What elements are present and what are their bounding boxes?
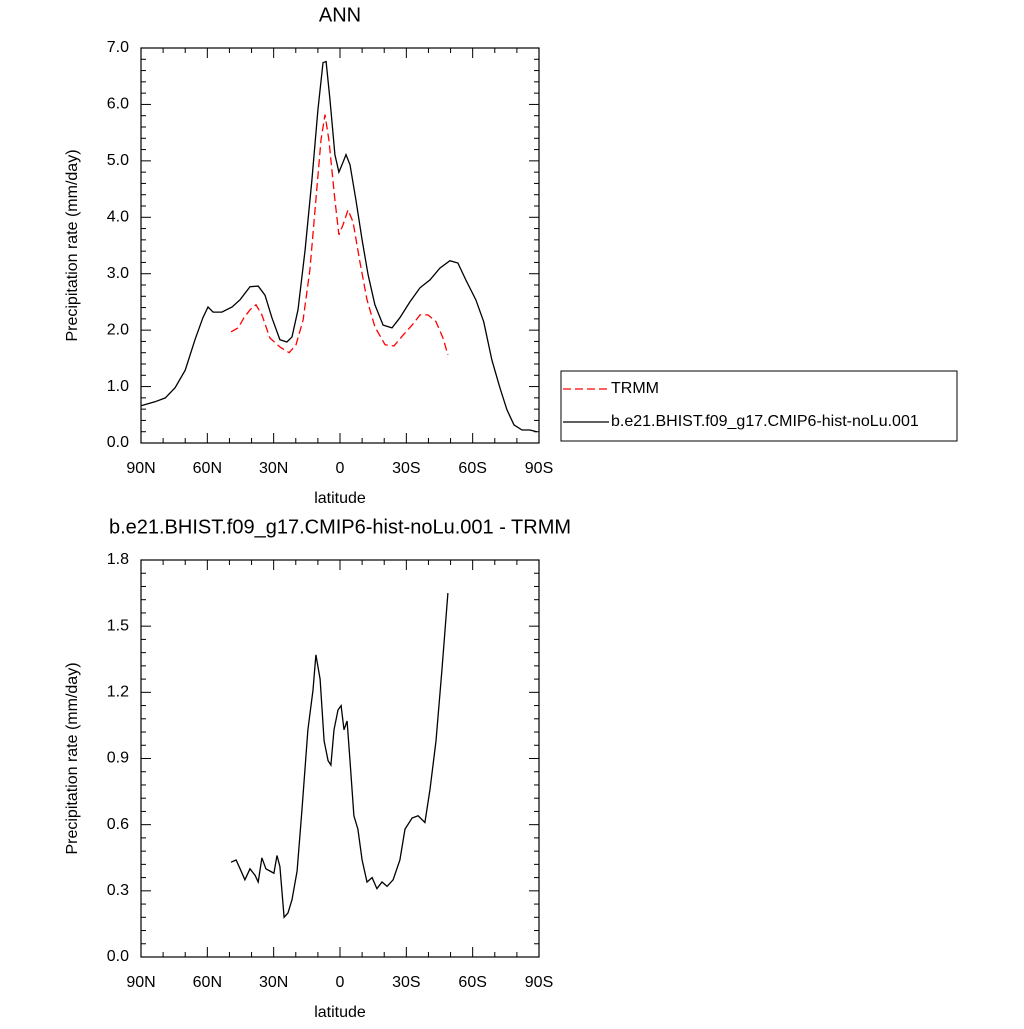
x-tick-label: 30S	[392, 460, 420, 477]
series-line	[230, 114, 449, 356]
y-tick-label: 0.6	[107, 816, 129, 833]
x-tick-label: 30N	[259, 974, 288, 991]
plot-frame	[140, 47, 540, 444]
x-tick-label: 30S	[392, 974, 420, 991]
x-tick-label: 90N	[126, 974, 155, 991]
y-tick-label: 5.0	[107, 152, 129, 169]
x-tick-label: 60N	[193, 460, 222, 477]
series-line	[230, 593, 449, 919]
chart-title: b.e21.BHIST.f09_g17.CMIP6-hist-noLu.001 …	[109, 516, 571, 538]
x-axis-label: latitude	[314, 490, 366, 507]
y-tick-label: 7.0	[107, 39, 129, 56]
y-tick-label: 1.8	[107, 551, 129, 568]
y-tick-label: 3.0	[107, 265, 129, 282]
legend-box	[560, 370, 958, 442]
y-tick-label: 0.9	[107, 750, 129, 767]
y-tick-label: 0.0	[107, 948, 129, 965]
x-tick-label: 90S	[525, 460, 553, 477]
y-axis-label: Precipitation rate (mm/day)	[64, 149, 81, 341]
x-tick-label: 0	[336, 460, 345, 477]
y-tick-label: 1.2	[107, 684, 129, 701]
plot-frame	[140, 559, 540, 958]
legend-label: b.e21.BHIST.f09_g17.CMIP6-hist-noLu.001	[611, 413, 919, 430]
x-axis-label: latitude	[314, 1004, 366, 1021]
x-tick-label: 30N	[259, 460, 288, 477]
x-tick-label: 0	[336, 974, 345, 991]
legend-label: TRMM	[611, 380, 659, 397]
x-tick-label: 60N	[193, 974, 222, 991]
y-tick-label: 6.0	[107, 96, 129, 113]
y-tick-label: 0.0	[107, 434, 129, 451]
y-axis-label: Precipitation rate (mm/day)	[64, 662, 81, 854]
y-tick-label: 1.5	[107, 617, 129, 634]
x-tick-label: 60S	[458, 974, 486, 991]
x-tick-label: 60S	[458, 460, 486, 477]
y-tick-label: 4.0	[107, 209, 129, 226]
x-tick-label: 90N	[126, 460, 155, 477]
y-tick-label: 1.0	[107, 378, 129, 395]
chart-title: ANN	[319, 4, 361, 26]
y-tick-label: 2.0	[107, 321, 129, 338]
series-line	[140, 60, 537, 433]
y-tick-label: 0.3	[107, 882, 129, 899]
x-tick-label: 90S	[525, 974, 553, 991]
